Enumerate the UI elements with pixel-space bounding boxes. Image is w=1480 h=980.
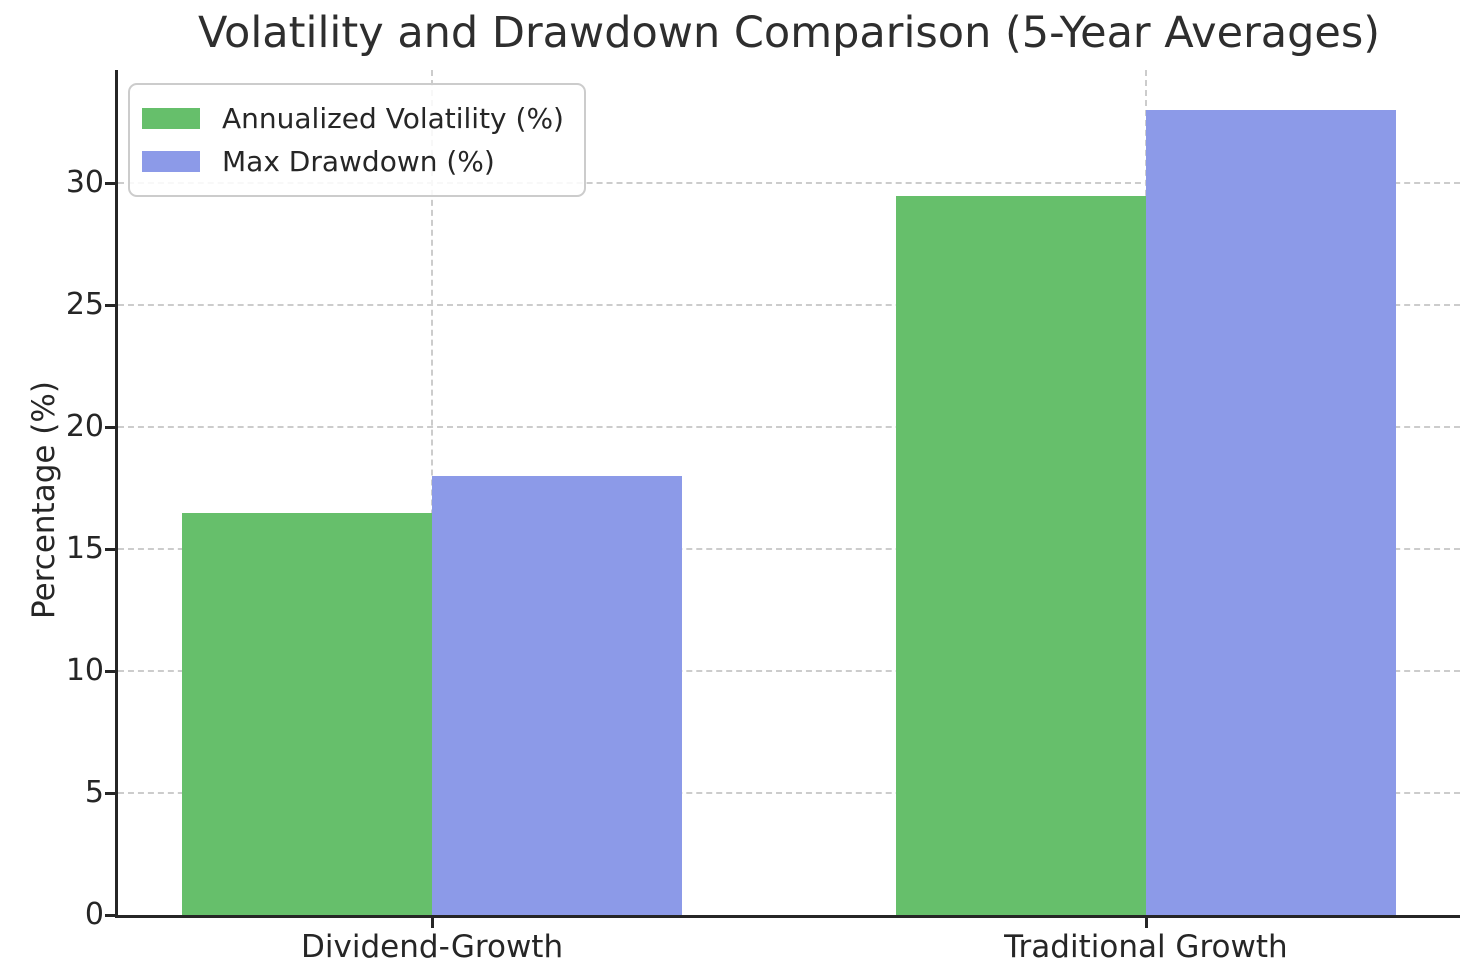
y-tick-mark [105, 792, 115, 796]
legend-item-drawdown: Max Drawdown (%) [142, 140, 564, 183]
y-tick-mark [105, 426, 115, 430]
x-axis-spine [115, 915, 1460, 918]
y-tick-label: 10 [65, 653, 104, 689]
gridline-y-10 [118, 670, 1460, 673]
y-tick-label: 20 [65, 409, 104, 445]
gridline-y-30 [118, 182, 1460, 185]
y-axis-spine [115, 70, 118, 918]
y-tick-mark [105, 304, 115, 308]
legend-swatch-drawdown-icon [142, 151, 200, 172]
y-tick-label: 25 [65, 287, 104, 323]
y-tick-mark [105, 670, 115, 674]
x-tick-mark [431, 918, 435, 928]
y-tick-label: 5 [84, 775, 104, 811]
gridline-y-15 [118, 548, 1460, 551]
gridline-y-20 [118, 426, 1460, 429]
y-tick-label: 0 [84, 897, 104, 932]
gridline-y-5 [118, 792, 1460, 795]
y-tick-label: 30 [65, 165, 104, 201]
legend-item-volatility: Annualized Volatility (%) [142, 97, 564, 140]
x-tick-mark [1144, 918, 1148, 928]
bar-Traditional Growth-Max Drawdown (%) [1145, 110, 1396, 915]
legend-label-drawdown: Max Drawdown (%) [222, 145, 495, 178]
x-tick-label-1: Traditional Growth [1004, 929, 1288, 965]
legend-label-volatility: Annualized Volatility (%) [222, 102, 564, 135]
chart-title: Volatility and Drawdown Comparison (5-Ye… [197, 8, 1381, 58]
y-tick-mark [105, 182, 115, 186]
bar-Dividend-Growth-Max Drawdown (%) [432, 476, 682, 915]
x-tick-label-0: Dividend-Growth [301, 929, 564, 965]
y-tick-label: 15 [65, 531, 104, 567]
legend: Annualized Volatility (%) Max Drawdown (… [128, 83, 586, 197]
y-tick-mark [105, 914, 115, 917]
legend-swatch-volatility-icon [142, 108, 200, 129]
bar-Traditional Growth-Annualized Volatility (%) [896, 195, 1146, 915]
y-tick-mark [105, 548, 115, 552]
plot-area: Annualized Volatility (%) Max Drawdown (… [115, 70, 1460, 918]
gridline-y-25 [118, 304, 1460, 307]
bar-Dividend-Growth-Annualized Volatility (%) [182, 512, 433, 915]
